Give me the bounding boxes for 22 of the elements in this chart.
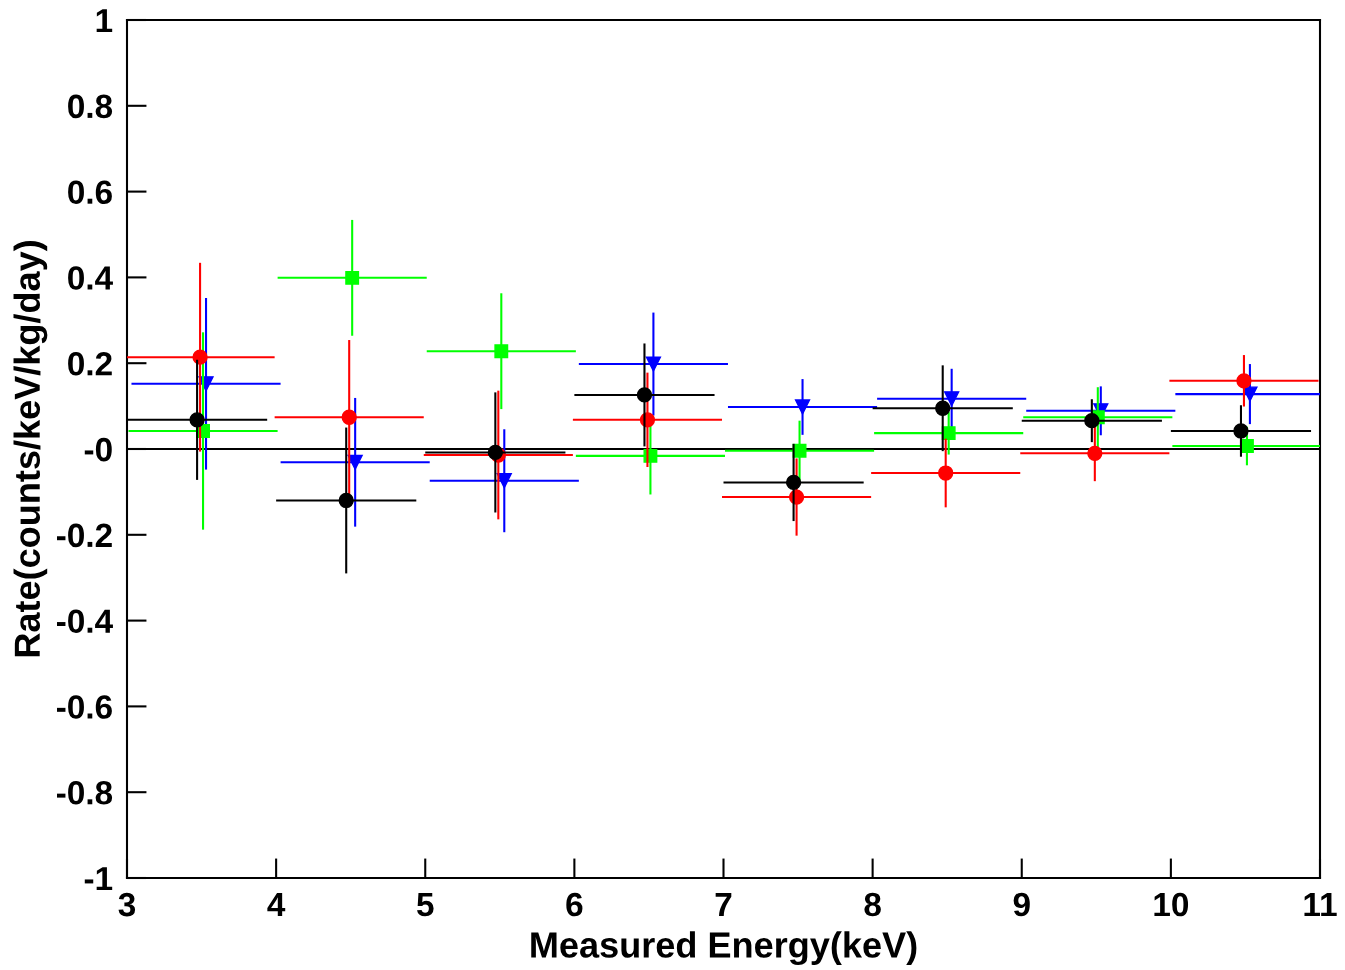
y-tick-label: -0.8 — [56, 781, 113, 805]
y-tick-label: 0.6 — [68, 180, 112, 205]
x-tick-label: 6 — [566, 892, 583, 917]
x-tick-label: 10 — [1154, 892, 1189, 917]
y-tick-label: 0.8 — [68, 94, 113, 119]
x-tick-label: 8 — [864, 892, 881, 917]
y-tick-label: -0.6 — [56, 695, 112, 719]
y-tick-label: 0.2 — [68, 352, 112, 376]
y-tick-label: 1 — [96, 9, 113, 33]
y-tick-label: -1 — [84, 867, 113, 891]
y-tick-label: -0.4 — [56, 609, 113, 634]
x-tick-label: 9 — [1013, 892, 1030, 917]
x-tick-label: 7 — [715, 893, 732, 917]
y-tick-label: -0 — [84, 437, 112, 462]
x-axis-title: Measured Energy(keV) — [531, 931, 917, 966]
y-tick-label: -0.2 — [56, 523, 112, 548]
y-tick-label: 0.4 — [68, 266, 113, 290]
x-tick-label: 5 — [417, 893, 434, 917]
x-tick-label: 11 — [1304, 893, 1337, 917]
y-axis-title: Rate(counts/keV/kg/day) — [13, 241, 48, 657]
x-tick-label: 4 — [267, 893, 286, 917]
x-tick-label: 3 — [118, 892, 136, 917]
